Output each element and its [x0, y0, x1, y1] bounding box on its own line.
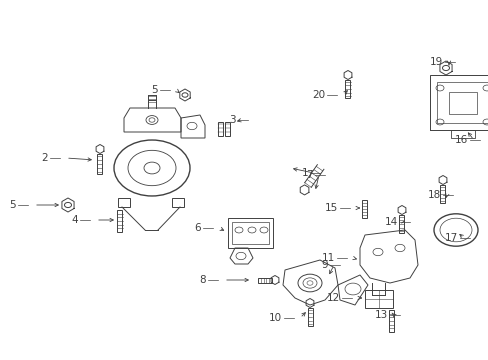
Text: 3: 3	[229, 115, 236, 125]
Text: 17: 17	[444, 233, 457, 243]
Text: 15: 15	[324, 203, 337, 213]
Text: 4: 4	[71, 215, 78, 225]
Bar	[362, 200, 367, 218]
Bar	[389, 310, 394, 332]
Text: 13: 13	[374, 310, 387, 320]
Text: 12: 12	[326, 293, 339, 303]
Bar	[307, 308, 312, 326]
Text: 14: 14	[384, 217, 397, 227]
Bar	[399, 215, 404, 233]
Text: 5: 5	[151, 85, 158, 95]
Bar	[450, 130, 474, 138]
Bar	[227, 218, 272, 248]
Text: 16: 16	[454, 135, 467, 145]
Bar	[231, 222, 268, 244]
Text: 18: 18	[427, 190, 440, 200]
Text: 1: 1	[301, 168, 307, 178]
Bar	[218, 122, 223, 136]
Text: 5: 5	[9, 200, 16, 210]
Text: 9: 9	[321, 260, 327, 270]
Bar	[429, 75, 488, 130]
Bar	[224, 122, 229, 136]
Text: 2: 2	[41, 153, 48, 163]
Text: 20: 20	[311, 90, 325, 100]
Text: 7: 7	[306, 170, 312, 180]
Bar	[258, 278, 271, 283]
Bar	[97, 154, 102, 174]
Bar	[117, 210, 122, 232]
Bar	[440, 185, 445, 203]
Text: 11: 11	[321, 253, 334, 263]
Text: 8: 8	[199, 275, 205, 285]
Bar	[364, 290, 392, 308]
Text: 19: 19	[429, 57, 442, 67]
Text: 10: 10	[268, 313, 282, 323]
Bar	[345, 80, 350, 98]
Text: 6: 6	[194, 223, 201, 233]
Bar	[436, 82, 488, 123]
Bar	[448, 92, 476, 114]
